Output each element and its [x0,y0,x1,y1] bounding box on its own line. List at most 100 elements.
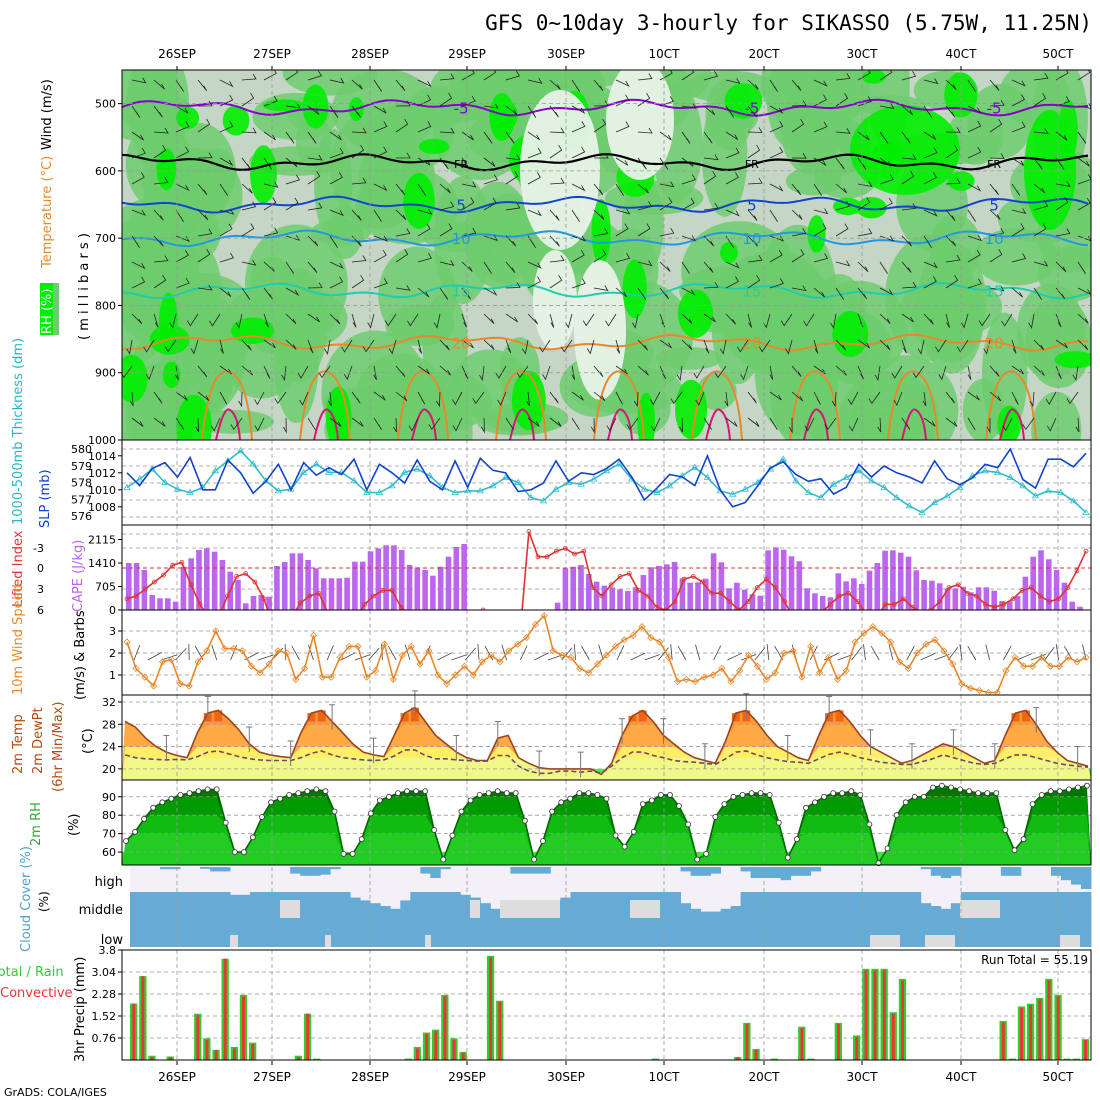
cloud-low-bar [710,920,721,947]
cloud-low-bar [670,920,681,947]
temp-peak-shade [400,713,409,722]
rh-blob-dark [720,242,738,264]
li-point [645,593,650,599]
wind-barb [526,391,530,407]
wind-barb [153,417,166,427]
wind-barb [527,276,541,289]
wind-barb [848,417,859,432]
surface-wind-barb [534,652,549,661]
wind-barb [989,99,1005,107]
wind-speed-point [292,675,300,683]
cloud-low-bar [470,920,481,947]
precip-convective-bar [223,958,227,1060]
wind-barb [1033,72,1049,81]
thickness-point [325,468,333,475]
wind-barb [219,157,234,167]
wind-barb [549,127,565,134]
cloud-middle-bar [400,900,411,920]
wind-barb [582,313,595,327]
cape-bar [796,561,803,610]
wind-barb [725,147,740,159]
contour-label: 5 [456,197,466,215]
cloud-middle-bar [430,892,441,920]
wind-barb [703,154,719,161]
rh-tick-label: 70 [102,828,116,841]
wind-barb [791,391,804,402]
wind-barb [527,147,542,159]
wind-barb [571,209,580,223]
temp-axis-label-2: 2m DewPt [31,707,46,774]
wind-barb [197,183,208,196]
wind-barb [153,391,163,404]
temp-peak-shade [317,710,326,722]
wind-barb [868,391,881,405]
wind-speed-point [158,658,167,666]
li-point [763,576,769,582]
rh-point [866,821,873,828]
rh-point [585,790,592,796]
slp-tick-label: 1010 [88,484,116,497]
contour-label: 5 [747,197,757,215]
wind-barb [1066,391,1079,405]
precip-total-bar [651,1058,659,1060]
rh-blob-dark [250,145,277,204]
wind-barb [747,313,752,328]
wind-barb [593,391,606,402]
thickness-point [564,478,573,485]
rh-tick-label: 90 [102,791,116,804]
cloud-low-bar [860,920,872,947]
wind-barb [549,209,560,221]
wind-barb [241,365,254,376]
rh-point [739,792,746,798]
dewpoint-line [124,749,1089,775]
rh-point [240,849,247,855]
li-point [1037,593,1043,599]
wind-barb [879,339,891,351]
wind-barb [857,313,864,328]
wind-barb [307,261,318,274]
wind-speed-point [620,636,628,644]
wind-barb [1033,200,1049,211]
wind-barb [505,282,521,289]
wind-barb [1033,365,1045,376]
rh-blob-dark [947,171,975,191]
wind-barb [813,339,819,354]
wind-barb [788,417,793,434]
rh-point [358,836,365,843]
cloud-middle-bar [880,892,892,920]
li-point [727,599,733,604]
wind-speed-point [221,645,229,653]
surface-wind-barb [133,644,141,661]
cape-bar [281,562,288,610]
precip-total-bar [313,1058,321,1060]
rh-tick-label: 60 [102,846,116,859]
wind-barb [1033,183,1046,194]
cloud-middle-bar [820,892,832,920]
surface-wind-barb [870,645,880,661]
wind-barb [758,339,771,353]
thickness-point [943,492,951,499]
cloud-low-bar [890,920,902,947]
surface-wind-barb [477,643,480,661]
cloud-middle-bar [890,892,902,920]
wind-barb [725,417,738,427]
wind-barb [439,157,449,170]
cloud-low-bar [880,920,892,947]
precip-convective-bar [754,1049,758,1060]
wind-speed-point [176,680,184,688]
cape-bar [165,598,171,610]
cape-bar [258,595,265,610]
li-point [946,585,952,590]
cloud-low-bar [1000,920,1012,947]
cloud-middle-bar [840,892,852,920]
cloud-layer-high: high [95,875,123,890]
wind-speed-point [230,645,238,653]
rh-point [694,856,701,863]
cape-axis-label: CAPE (J/kg) [71,540,86,612]
wind-barb [967,417,976,431]
contour-hot-loop [999,408,1025,440]
li-tick-label: 6 [37,604,44,617]
cape-bar [944,588,951,610]
rh-point [685,821,691,828]
wind-barb [439,127,455,134]
